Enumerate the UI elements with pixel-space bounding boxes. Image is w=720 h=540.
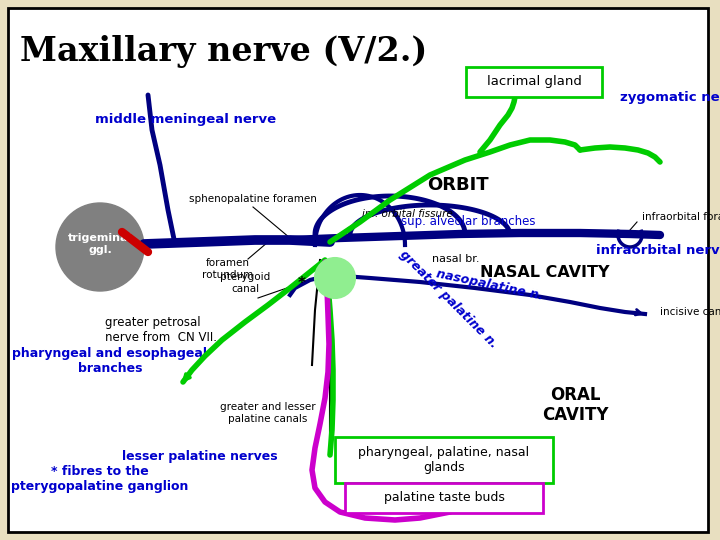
Text: zygomatic nerve: zygomatic nerve (620, 91, 720, 104)
Text: middle meningeal nerve: middle meningeal nerve (95, 113, 276, 126)
FancyBboxPatch shape (345, 483, 543, 513)
FancyBboxPatch shape (8, 8, 708, 532)
Text: pterygoid
canal: pterygoid canal (220, 272, 270, 294)
Text: sphenopalatine foramen: sphenopalatine foramen (189, 194, 317, 204)
Text: foramen
rotundum: foramen rotundum (202, 258, 253, 280)
Text: pharyngeal, palatine, nasal
glands: pharyngeal, palatine, nasal glands (359, 446, 530, 474)
Text: NASAL CAVITY: NASAL CAVITY (480, 265, 610, 280)
Text: greater petrosal
nerve from  CN VII.: greater petrosal nerve from CN VII. (105, 316, 217, 344)
Text: trigeminal
ggl.: trigeminal ggl. (68, 233, 132, 255)
Text: ORAL
CAVITY: ORAL CAVITY (541, 386, 608, 424)
Text: palatine taste buds: palatine taste buds (384, 491, 505, 504)
Circle shape (315, 258, 355, 298)
Text: infraorbital foramen: infraorbital foramen (642, 212, 720, 222)
Text: * fibres to the
pterygopalatine ganglion: * fibres to the pterygopalatine ganglion (12, 465, 189, 493)
Text: inf. orbital fissure: inf. orbital fissure (362, 209, 453, 219)
Text: *: * (298, 276, 306, 291)
Text: greater and lesser
palatine canals: greater and lesser palatine canals (220, 402, 316, 424)
Text: pharyngeal and esophageal
branches: pharyngeal and esophageal branches (12, 347, 207, 375)
Text: Maxillary nerve (V/2.): Maxillary nerve (V/2.) (20, 35, 427, 68)
Text: incisive canal: incisive canal (660, 307, 720, 317)
Text: lesser palatine nerves: lesser palatine nerves (122, 450, 278, 463)
Text: nasopalatine n.: nasopalatine n. (436, 268, 544, 303)
Text: greater palatine n.: greater palatine n. (397, 248, 500, 351)
FancyBboxPatch shape (335, 437, 553, 483)
Text: ORBIT: ORBIT (427, 176, 489, 194)
FancyBboxPatch shape (466, 67, 602, 97)
Circle shape (56, 203, 144, 291)
Text: nasal br.: nasal br. (432, 254, 480, 264)
Text: sup. alveolar branches: sup. alveolar branches (401, 215, 535, 228)
Text: lacrimal gland: lacrimal gland (487, 76, 582, 89)
Text: infraorbital nerve: infraorbital nerve (596, 244, 720, 256)
